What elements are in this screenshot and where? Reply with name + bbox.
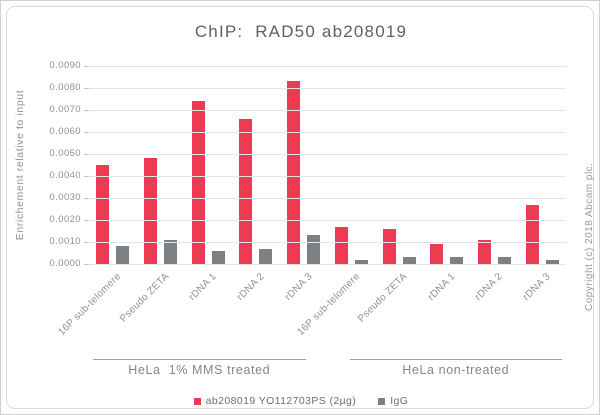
bar-ab208019 — [96, 165, 110, 264]
gridline — [89, 88, 566, 89]
y-axis-title: Enrichement relative to input — [14, 89, 26, 241]
bar-group — [137, 66, 185, 264]
bar-igg — [259, 248, 273, 264]
bar-igg — [497, 257, 511, 264]
y-tick-mark — [84, 154, 89, 155]
y-tick-mark — [84, 242, 89, 243]
y-tick-mark — [84, 66, 89, 67]
bar-igg — [116, 246, 130, 264]
bar-ab208019 — [287, 81, 301, 264]
y-tick-label: 0.0030 — [49, 192, 81, 203]
bar-group — [280, 66, 328, 264]
gridline — [89, 154, 566, 155]
x-tick-label: rDNA 1 — [187, 271, 220, 303]
legend: ab208019 YO112703PS (2µg) IgG — [1, 395, 599, 407]
bar-group — [375, 66, 423, 264]
bar-ab208019 — [525, 204, 539, 264]
gridline — [89, 66, 566, 67]
x-tick-label: Pseudo ZETA — [117, 271, 172, 325]
group-underline-mms — [93, 359, 306, 360]
gridline — [89, 198, 566, 199]
chart-title: ChIP: RAD50 ab208019 — [194, 22, 408, 41]
bar-igg — [545, 259, 559, 264]
bar-ab208019 — [430, 244, 444, 264]
gridline — [89, 176, 566, 177]
y-tick-mark — [84, 220, 89, 221]
y-tick-label: 0.0020 — [49, 214, 81, 225]
legend-label-ab208019: ab208019 YO112703PS (2µg) — [205, 395, 357, 407]
group-label-nontreated: HeLa non-treated — [402, 363, 510, 377]
legend-swatch-igg — [378, 397, 386, 405]
y-tick-label: 0.0040 — [49, 170, 81, 181]
group-label-mms: HeLa 1% MMS treated — [128, 363, 271, 377]
y-tick-label: 0.0010 — [49, 236, 81, 247]
bar-igg — [211, 250, 225, 264]
y-tick-mark — [84, 88, 89, 89]
y-tick-label: 0.0050 — [49, 148, 81, 159]
y-tick-mark — [84, 198, 89, 199]
bar-group — [89, 66, 137, 264]
gridline — [89, 264, 566, 265]
x-tick-label: rDNA 1 — [425, 271, 458, 303]
y-tick-label: 0.0070 — [49, 104, 81, 115]
bar-ab208019 — [144, 158, 158, 264]
bar-igg — [450, 257, 464, 264]
x-tick-label: Pseudo ZETA — [356, 271, 410, 325]
bar-group — [423, 66, 471, 264]
bar-group — [518, 66, 566, 264]
bar-group — [232, 66, 280, 264]
x-tick-label: 16P sub-telomere — [56, 271, 124, 338]
x-tick-label: rDNA 2 — [234, 271, 267, 303]
bar-igg — [402, 257, 416, 264]
bar-ab208019 — [477, 239, 491, 264]
bar-ab208019 — [239, 118, 253, 264]
y-tick-mark — [84, 264, 89, 265]
plot-area — [89, 66, 566, 265]
bar-ab208019 — [191, 101, 205, 264]
y-tick-mark — [84, 176, 89, 177]
y-tick-label: 0.0080 — [49, 82, 81, 93]
bar-ab208019 — [382, 228, 396, 264]
copyright-text: Copyright (c) 2018 Abcam plc. — [584, 162, 595, 311]
legend-item-igg: IgG — [378, 395, 408, 407]
y-tick-label: 0.0000 — [49, 258, 81, 269]
legend-swatch-ab208019 — [193, 397, 201, 405]
bar-igg — [307, 235, 321, 264]
bars — [89, 66, 566, 264]
bar-igg — [354, 259, 368, 264]
y-tick-mark — [84, 110, 89, 111]
legend-item-ab208019: ab208019 YO112703PS (2µg) — [193, 395, 357, 407]
bar-igg — [164, 239, 178, 264]
bar-group — [471, 66, 519, 264]
gridline — [89, 220, 566, 221]
y-tick-label: 0.0090 — [49, 60, 81, 71]
gridline — [89, 110, 566, 111]
gridline — [89, 132, 566, 133]
x-tick-label: rDNA 3 — [521, 271, 553, 303]
x-tick-label: rDNA 3 — [282, 271, 315, 303]
x-tick-label: rDNA 2 — [473, 271, 506, 303]
gridline — [89, 242, 566, 243]
y-axis-ticks — [84, 66, 89, 265]
group-underline-nontreated — [349, 359, 562, 360]
bar-group — [184, 66, 232, 264]
bar-group — [328, 66, 376, 264]
y-tick-label: 0.0060 — [49, 126, 81, 137]
bar-ab208019 — [334, 226, 348, 264]
y-axis-labels: 0.0000 0.0010 0.0020 0.0030 0.0040 0.0050 0.00… — [29, 60, 81, 269]
legend-label-igg: IgG — [390, 395, 409, 407]
y-tick-mark — [84, 132, 89, 133]
